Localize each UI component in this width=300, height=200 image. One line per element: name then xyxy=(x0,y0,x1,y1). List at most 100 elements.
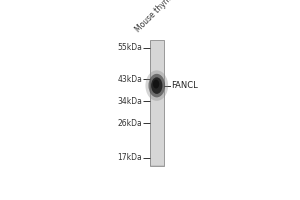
Bar xyxy=(150,124,164,166)
Bar xyxy=(150,48,164,165)
Bar xyxy=(150,91,164,165)
Bar xyxy=(150,110,164,166)
Text: 17kDa: 17kDa xyxy=(117,153,142,162)
Bar xyxy=(150,134,164,166)
Ellipse shape xyxy=(153,80,159,88)
Text: FANCL: FANCL xyxy=(171,81,198,90)
Bar xyxy=(150,151,164,166)
Bar xyxy=(150,129,164,166)
Bar xyxy=(150,98,164,165)
Bar xyxy=(150,104,164,166)
Bar xyxy=(150,115,164,166)
Bar xyxy=(150,156,164,166)
Bar xyxy=(150,64,164,165)
Bar xyxy=(150,149,164,166)
Bar xyxy=(150,164,164,166)
Bar xyxy=(150,148,164,166)
Bar xyxy=(150,40,164,166)
Bar xyxy=(150,122,164,166)
Bar xyxy=(150,109,164,166)
Bar xyxy=(150,141,164,166)
Bar xyxy=(150,151,164,166)
Ellipse shape xyxy=(146,70,168,101)
Text: 34kDa: 34kDa xyxy=(117,97,142,106)
Bar xyxy=(150,119,164,166)
Bar xyxy=(150,165,164,166)
Bar xyxy=(150,105,164,166)
Bar xyxy=(150,81,164,165)
Bar xyxy=(150,76,164,165)
Bar xyxy=(150,82,164,165)
Bar xyxy=(150,154,164,166)
Bar xyxy=(150,161,164,166)
Bar xyxy=(150,52,164,165)
Bar xyxy=(150,83,164,165)
Bar xyxy=(150,101,164,165)
Bar xyxy=(150,53,164,165)
Bar xyxy=(150,89,164,165)
Ellipse shape xyxy=(151,77,162,94)
Bar xyxy=(150,93,164,165)
Bar xyxy=(150,99,164,165)
Bar xyxy=(150,137,164,166)
Bar xyxy=(150,112,164,166)
Bar xyxy=(150,108,164,166)
Bar xyxy=(150,161,164,166)
Bar xyxy=(150,142,164,166)
Bar xyxy=(150,55,164,165)
Bar xyxy=(150,118,164,166)
Bar xyxy=(150,106,164,166)
Bar xyxy=(150,44,164,165)
Bar xyxy=(150,101,164,165)
Bar xyxy=(150,93,164,165)
Bar xyxy=(150,85,164,165)
Bar xyxy=(150,147,164,166)
Bar xyxy=(150,153,164,166)
Text: Mouse thymus: Mouse thymus xyxy=(134,0,180,34)
Bar xyxy=(150,74,164,165)
Bar xyxy=(150,94,164,165)
Bar xyxy=(150,43,164,165)
Bar xyxy=(150,94,164,165)
Bar xyxy=(150,130,164,166)
Bar xyxy=(150,131,164,166)
Bar xyxy=(150,84,164,165)
Bar xyxy=(150,58,164,165)
Bar xyxy=(150,67,164,165)
Bar xyxy=(150,97,164,165)
Bar xyxy=(150,117,164,166)
Text: 55kDa: 55kDa xyxy=(117,43,142,52)
Bar xyxy=(150,71,164,165)
Bar xyxy=(150,136,164,166)
Bar xyxy=(150,111,164,166)
Bar xyxy=(150,78,164,165)
Bar xyxy=(150,88,164,165)
Bar xyxy=(150,96,164,165)
Bar xyxy=(150,121,164,166)
Bar xyxy=(150,41,164,165)
Bar xyxy=(150,70,164,165)
Bar xyxy=(150,63,164,165)
Bar xyxy=(150,150,164,166)
Bar xyxy=(150,158,164,166)
Bar xyxy=(150,154,164,166)
Bar xyxy=(150,144,164,166)
Bar xyxy=(150,127,164,166)
Bar xyxy=(150,146,164,166)
Bar xyxy=(150,100,164,165)
Bar xyxy=(150,43,164,165)
Bar xyxy=(150,142,164,166)
Bar xyxy=(150,103,164,166)
Bar xyxy=(150,144,164,166)
Bar xyxy=(150,137,164,166)
Bar xyxy=(150,47,164,165)
Bar xyxy=(150,145,164,166)
Bar xyxy=(150,68,164,165)
Bar xyxy=(150,132,164,166)
Bar xyxy=(150,60,164,165)
Bar xyxy=(150,130,164,166)
Bar xyxy=(150,100,164,165)
Ellipse shape xyxy=(148,74,165,97)
Bar xyxy=(150,149,164,166)
Bar xyxy=(150,162,164,166)
